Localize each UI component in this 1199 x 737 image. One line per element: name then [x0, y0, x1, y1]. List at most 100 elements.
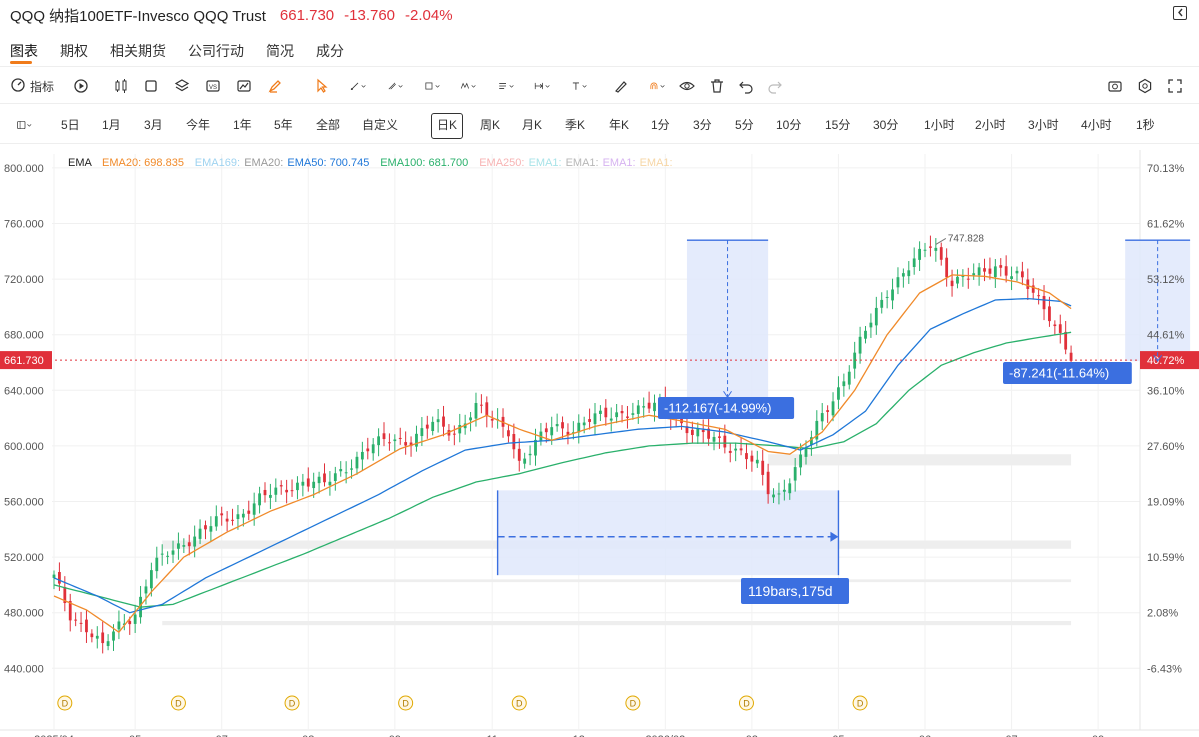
range-5y[interactable]: 5年 [274, 118, 293, 132]
candlestick-chart[interactable]: 661.730 40.72% 747.828 -112.167(-14.99%) -87… [0, 150, 1199, 737]
chart-settings-icon[interactable] [235, 74, 253, 98]
tab-profile[interactable]: 简况 [266, 43, 294, 59]
interval-1min[interactable]: 1分 [651, 118, 670, 132]
divider [0, 66, 1199, 67]
layout-icon[interactable] [10, 113, 40, 137]
indicator-button[interactable]: 指标 [10, 74, 56, 98]
eye-icon[interactable] [678, 74, 696, 98]
interval-3h[interactable]: 3小时 [1028, 118, 1059, 132]
candle-body [636, 405, 640, 414]
measure-range-label: 119bars,175d [748, 583, 833, 599]
settings-icon[interactable] [1136, 74, 1154, 98]
candle-body [144, 586, 148, 594]
y-tick-label: 440.000 [4, 663, 44, 675]
compare-icon[interactable]: VS [204, 74, 222, 98]
candle-body [896, 277, 900, 288]
candle-body [279, 485, 283, 487]
last-price-label: 661.730 [4, 355, 44, 367]
candle-body [929, 246, 932, 248]
interval-monthly[interactable]: 月K [522, 118, 543, 132]
candle-body [707, 428, 711, 439]
range-3m[interactable]: 3月 [144, 118, 163, 132]
ema100-line [53, 331, 1072, 608]
candle-body [301, 481, 305, 486]
legend-item: EMA100: 681.700 [380, 157, 468, 169]
layers-icon[interactable] [173, 74, 191, 98]
rectangle-icon[interactable] [142, 74, 160, 98]
shape-tool-icon[interactable] [418, 74, 446, 98]
percent-axis: 70.13% 61.62% 53.12% 44.61% 36.10% 27.60% 19.0… [1147, 163, 1185, 675]
interval-1s[interactable]: 1秒 [1136, 118, 1155, 132]
interval-weekly[interactable]: 周K [480, 118, 501, 132]
brush-icon[interactable] [266, 74, 284, 98]
indicator-label: 指标 [30, 79, 55, 94]
undo-icon[interactable] [737, 74, 755, 98]
redo-icon[interactable] [766, 74, 784, 98]
candle-body [577, 422, 581, 433]
brush-tool-icon[interactable] [612, 74, 630, 98]
range-ytd[interactable]: 今年 [186, 118, 211, 132]
candle-body [544, 428, 548, 433]
dividend-marker-label: D [630, 699, 637, 709]
interval-5min[interactable]: 5分 [735, 118, 754, 132]
candle-body [290, 490, 294, 492]
candle-body [479, 404, 483, 406]
range-all[interactable]: 全部 [316, 118, 341, 132]
candle-body [133, 614, 137, 624]
candle-body [939, 247, 943, 260]
tab-related-futures[interactable]: 相关期货 [110, 43, 166, 59]
panel-collapse-icon[interactable] [1173, 6, 1187, 20]
range-custom[interactable]: 自定义 [362, 118, 399, 132]
pct-tick-label: 36.10% [1147, 385, 1185, 397]
candle-body [1048, 306, 1051, 322]
interval-2h[interactable]: 2小时 [975, 118, 1006, 132]
line-tool-icon[interactable] [344, 74, 372, 98]
interval-yearly[interactable]: 年K [609, 118, 630, 132]
cursor-icon[interactable] [313, 74, 331, 98]
candle-body [241, 513, 245, 518]
candle-body [712, 436, 716, 442]
candle-body [404, 442, 408, 446]
magnet-icon[interactable] [643, 74, 671, 98]
candle-body [858, 336, 862, 354]
measure-drop-1-label: -112.167(-14.99%) [664, 401, 771, 416]
ema-lines [53, 274, 1072, 634]
interval-15min[interactable]: 15分 [825, 118, 851, 132]
range-1m[interactable]: 1月 [102, 118, 121, 132]
trash-icon[interactable] [708, 74, 726, 98]
interval-quarterly[interactable]: 季K [565, 118, 586, 132]
interval-1h[interactable]: 1小时 [924, 118, 955, 132]
interval-30min[interactable]: 30分 [873, 118, 899, 132]
fib-tool-icon[interactable] [381, 74, 409, 98]
tab-options[interactable]: 期权 [60, 43, 88, 59]
candle-type-icon[interactable] [112, 74, 130, 98]
divider [0, 143, 1199, 144]
interval-4h[interactable]: 4小时 [1081, 118, 1112, 132]
tab-corporate-actions[interactable]: 公司行动 [188, 43, 244, 59]
fullscreen-icon[interactable] [1166, 74, 1184, 98]
range-5d[interactable]: 5日 [61, 118, 80, 132]
candle-body [745, 453, 748, 460]
interval-10min[interactable]: 10分 [776, 118, 802, 132]
text-icon[interactable] [565, 74, 593, 98]
candle-body [891, 289, 894, 301]
text-note-icon[interactable] [492, 74, 520, 98]
candle-body [826, 410, 830, 412]
range-1y[interactable]: 1年 [233, 118, 252, 132]
x-tick-label: 08 [302, 734, 314, 737]
candle-body [804, 448, 808, 457]
candle-body [458, 425, 462, 434]
replay-icon[interactable] [72, 74, 90, 98]
tab-constituents[interactable]: 成分 [316, 43, 344, 59]
tab-chart[interactable]: 图表 [10, 43, 38, 59]
pattern-tool-icon[interactable] [454, 74, 482, 98]
timeframe-bar: 5日 1月 3月 今年 1年 5年 全部 自定义 日K 周K 月K 季K 年K … [0, 113, 1199, 139]
candle-body [409, 442, 413, 447]
measure-icon[interactable] [528, 74, 556, 98]
interval-daily[interactable]: 日K [431, 113, 464, 139]
interval-3min[interactable]: 3分 [693, 118, 712, 132]
candle-body [604, 407, 608, 418]
x-tick-label: 06 [919, 734, 931, 737]
dividend-marker-label: D [516, 699, 523, 709]
camera-icon[interactable] [1106, 74, 1124, 98]
